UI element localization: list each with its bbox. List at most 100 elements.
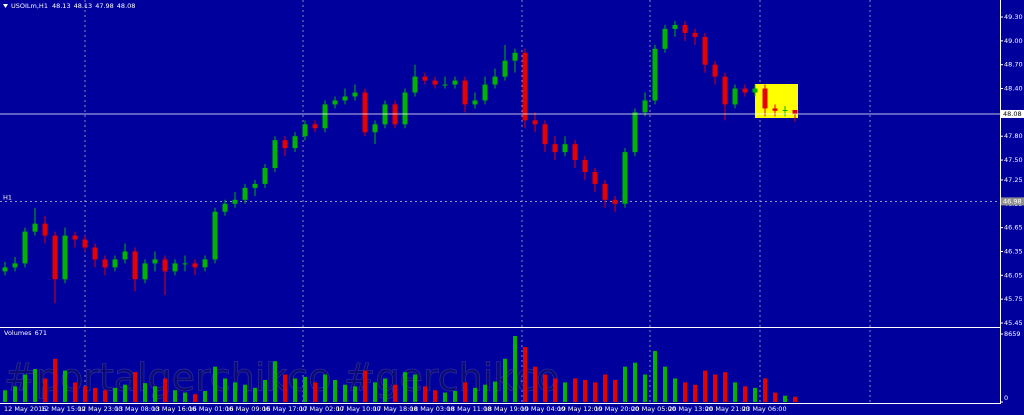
volume-tick-label: 0 — [1004, 394, 1008, 402]
candle-body — [292, 136, 298, 149]
volume-bar — [663, 366, 667, 402]
volume-bar — [443, 392, 447, 402]
volume-bar — [253, 387, 257, 402]
volume-bar — [593, 382, 597, 402]
volume-header: Volumes 671 — [4, 329, 47, 337]
high: 48.13 — [74, 2, 93, 10]
volume-bar — [643, 374, 647, 402]
candle-body — [92, 247, 98, 260]
volume-bar — [3, 390, 7, 402]
x-tick-label: 19 May 12:00 — [558, 405, 603, 413]
menu-triangle[interactable] — [3, 4, 8, 8]
candle-body — [352, 92, 358, 97]
volume-bar — [783, 395, 787, 402]
volume-bar — [563, 382, 567, 402]
volume-bar — [703, 370, 707, 402]
y-tick-label: 45.75 — [1004, 295, 1023, 303]
candle-body — [482, 84, 488, 101]
volume-bar — [233, 382, 237, 402]
volume-bar — [203, 391, 207, 402]
candle-body — [682, 24, 688, 33]
x-tick-label: 20 May 05:00 — [631, 405, 676, 413]
candle-body — [772, 108, 778, 111]
y-tick-label: 49.00 — [1004, 37, 1023, 45]
candle-body — [122, 251, 128, 260]
candle-body — [712, 64, 718, 77]
candle-body — [362, 92, 368, 133]
y-tick-label: 47.50 — [1004, 156, 1023, 164]
candle-body — [792, 109, 798, 114]
volume-bar — [493, 381, 497, 402]
y-tick-label: 48.40 — [1004, 85, 1023, 93]
volume-bar — [503, 358, 507, 402]
volume-bar — [113, 387, 117, 402]
volume-bar — [793, 396, 797, 402]
candle-body — [722, 76, 728, 105]
candle-body — [142, 263, 148, 280]
volume-bar — [143, 383, 147, 402]
x-tick-label: 12 May 23:00 — [78, 405, 123, 413]
candle-body — [642, 100, 648, 113]
volume-bar — [343, 384, 347, 402]
x-tick-label: 13 May 08:00 — [115, 405, 160, 413]
candle-body — [592, 171, 598, 184]
volume-bar — [763, 378, 767, 402]
volume-bar — [453, 391, 457, 402]
volume-bar — [63, 370, 67, 402]
y-tick-label: 47.25 — [1004, 176, 1023, 184]
candle-body — [62, 235, 68, 280]
open: 48.13 — [52, 2, 71, 10]
candle-body — [552, 144, 558, 153]
candle-body — [232, 199, 238, 204]
y-tick-label: 46.65 — [1004, 224, 1023, 232]
volume-bar — [693, 384, 697, 402]
candle-body — [132, 251, 138, 280]
candle-body — [42, 223, 48, 236]
x-tick-label: 17 May 10:00 — [336, 405, 381, 413]
candle-body — [622, 152, 628, 204]
volume-bar — [163, 378, 167, 402]
candle-body — [512, 52, 518, 61]
candle-body — [452, 80, 458, 85]
volume-bar — [623, 366, 627, 402]
candle-body — [72, 235, 78, 240]
candle-body — [282, 140, 288, 149]
volume-bar — [423, 386, 427, 402]
volume-bar — [223, 378, 227, 402]
candle-body — [102, 259, 108, 268]
volume-bar — [523, 347, 527, 402]
y-tick-label: 46.35 — [1004, 247, 1023, 255]
volume-bar — [383, 378, 387, 402]
volume-bar — [773, 392, 777, 402]
candle-body — [312, 124, 318, 129]
candle-body — [432, 80, 438, 85]
volume-bar — [263, 380, 267, 402]
candle-body — [182, 263, 188, 265]
x-tick-label: 18 May 03:00 — [410, 405, 455, 413]
low: 47.98 — [95, 2, 114, 10]
volume-bar — [633, 362, 637, 402]
candle-body — [782, 109, 788, 111]
candle-body — [152, 259, 158, 264]
candle-body — [222, 203, 228, 212]
y-tick-label: 46.05 — [1004, 271, 1023, 279]
candle-body — [692, 32, 698, 37]
candle-body — [732, 88, 738, 105]
candle-body — [212, 211, 218, 260]
volume-bar — [553, 378, 557, 402]
level-price: 46.98 — [1003, 197, 1022, 205]
volume-bar — [193, 394, 197, 402]
candle-body — [532, 120, 538, 125]
y-tick-label: 49.30 — [1004, 13, 1023, 21]
x-tick-label: 19 May 20:00 — [594, 405, 639, 413]
volume-bar — [313, 382, 317, 402]
volume-bar — [103, 390, 107, 402]
volume-bar — [153, 386, 157, 402]
volume-bar — [713, 374, 717, 402]
volume-bar — [73, 382, 77, 402]
candle-body — [2, 267, 8, 272]
candle-body — [602, 183, 608, 200]
volume-bar — [413, 374, 417, 402]
volume-bar — [373, 382, 377, 402]
volume-bar — [463, 382, 467, 402]
